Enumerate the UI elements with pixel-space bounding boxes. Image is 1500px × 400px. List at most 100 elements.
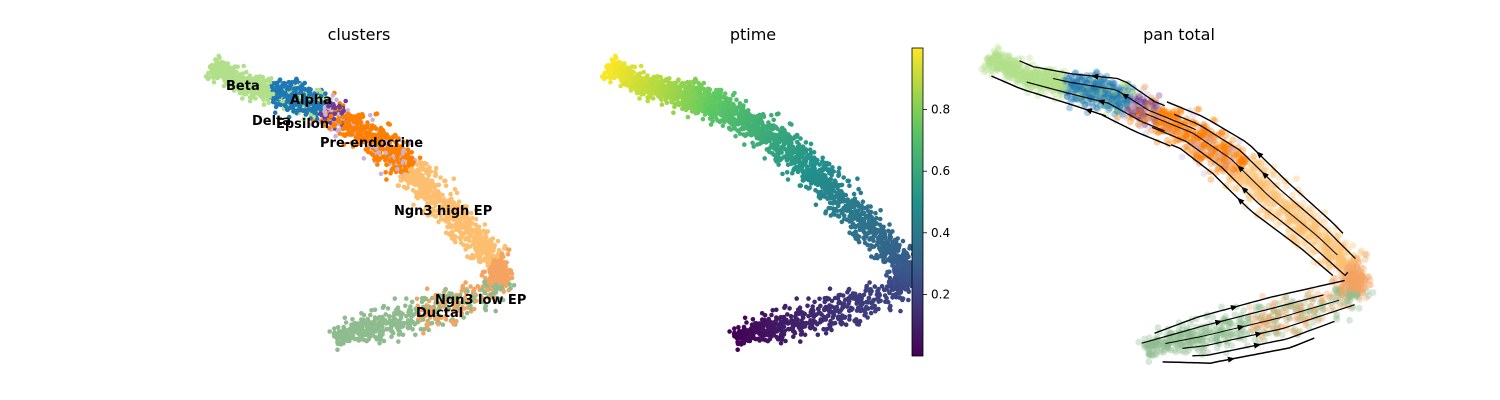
cell-point (352, 116, 357, 121)
cell-point (502, 246, 507, 251)
cell-point (352, 326, 358, 332)
cell-point (408, 304, 413, 309)
cell-point (465, 223, 471, 228)
ptime-point (882, 293, 888, 298)
ptime-point (607, 74, 612, 80)
ptime-point (638, 63, 644, 69)
cluster-label-pre-endocrine: Pre-endocrine (320, 136, 423, 151)
ptime-point (854, 301, 859, 306)
cell-point (443, 183, 449, 188)
ptime-point (742, 142, 747, 147)
cell-point (451, 321, 457, 327)
cell-point (453, 222, 458, 227)
cell-point (482, 280, 487, 285)
ptime-point (674, 101, 680, 107)
cell-point (331, 121, 337, 127)
ptime-point (795, 307, 801, 313)
ptime-point (753, 321, 759, 326)
ptime-point (810, 319, 815, 325)
cell-point (402, 155, 407, 160)
ptime-point (821, 326, 826, 332)
cell-point (381, 338, 387, 344)
cell-point (465, 228, 471, 233)
ptime-point (819, 312, 824, 317)
ptime-point (703, 110, 709, 116)
cell-point (214, 59, 220, 64)
ptime-point (823, 317, 828, 322)
cell-point (492, 270, 497, 276)
ptime-point (699, 107, 704, 113)
cell-point (383, 158, 388, 163)
ptime-point (828, 320, 834, 326)
cell-point (223, 72, 228, 78)
cell-point (487, 280, 492, 285)
cell-point (366, 325, 371, 331)
cell-point (472, 286, 477, 292)
cell-point (497, 280, 503, 286)
ptime-point (798, 136, 803, 141)
ptime-points (599, 53, 922, 353)
cell-point (294, 77, 300, 83)
cell-point (375, 316, 381, 321)
cell-point (484, 243, 489, 249)
cell-point (478, 242, 484, 248)
cell-point (343, 320, 349, 325)
cell-point (429, 199, 435, 204)
cell-point (427, 165, 432, 170)
ptime-point (853, 236, 859, 241)
cell-point (373, 334, 378, 340)
cell-point (481, 228, 487, 234)
cell-point (475, 232, 480, 238)
cell-point (263, 87, 269, 93)
ptime-point (602, 71, 607, 77)
cell-point (360, 113, 366, 118)
cell-point (384, 162, 389, 168)
ptime-point (761, 113, 766, 118)
cell-point (270, 91, 276, 97)
cell-point (433, 173, 438, 178)
cell-point (328, 113, 334, 119)
ptime-point (640, 86, 646, 91)
cell-point (486, 259, 491, 264)
ptime-point (647, 94, 653, 100)
cell-point (401, 184, 407, 190)
ptime-point (868, 310, 874, 316)
ptime-point (628, 83, 634, 89)
ptime-point (817, 296, 822, 302)
cell-point (332, 326, 337, 331)
ptime-point (879, 228, 884, 234)
cell-point (376, 327, 382, 333)
cell-point (259, 94, 265, 100)
cell-point (361, 313, 367, 318)
cell-point (350, 317, 355, 322)
cell-point (505, 277, 510, 282)
ptime-point (794, 316, 800, 322)
ptime-point (811, 155, 817, 160)
ptime-point (863, 311, 868, 316)
ptime-point (815, 332, 821, 338)
ptime-point (806, 296, 811, 301)
ptime-point (790, 147, 796, 153)
ptime-point (822, 299, 827, 305)
cell-point (247, 98, 253, 104)
ptime-point (665, 80, 671, 85)
cell-point (276, 101, 282, 107)
cell-point (499, 260, 505, 265)
ptime-point (750, 140, 755, 146)
ptime-point (608, 80, 613, 85)
ptime-point (849, 199, 855, 204)
ptime-point (838, 182, 843, 188)
cell-point (368, 312, 373, 318)
cell-point (389, 334, 394, 340)
ptime-point (904, 251, 910, 257)
cell-point (340, 114, 346, 120)
ptime-point (850, 306, 855, 312)
ptime-point (683, 107, 689, 113)
cell-point (418, 326, 424, 332)
cell-point (337, 103, 342, 109)
cell-point (304, 110, 310, 116)
ptime-point (762, 313, 768, 318)
ptime-point (827, 200, 833, 205)
ptime-point (884, 287, 889, 292)
ptime-point (774, 307, 779, 313)
